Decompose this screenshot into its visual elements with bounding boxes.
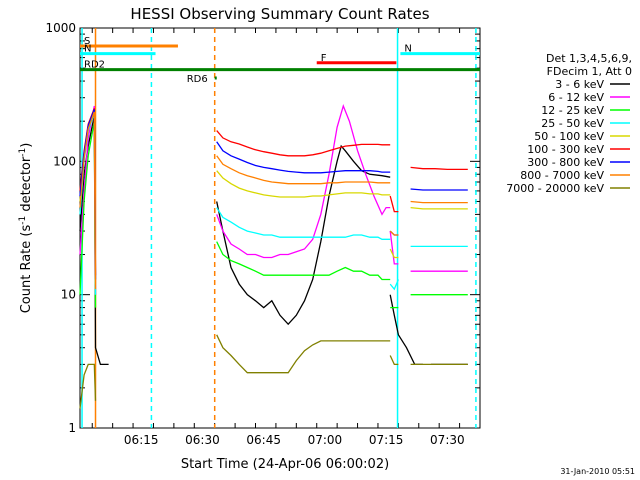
timestamp: 31-Jan-2010 05:51: [560, 467, 635, 476]
y-label-sup2: -1: [18, 148, 28, 157]
y-tick-label: 100: [53, 154, 76, 168]
x-tick-label: 07:30: [430, 433, 465, 447]
legend-label: 800 - 7000 keV: [520, 169, 604, 182]
x-tick-label: 06:15: [124, 433, 159, 447]
legend-label: 300 - 800 keV: [527, 156, 604, 169]
legend-label: 12 - 25 keV: [541, 104, 604, 117]
x-tick-label: 06:30: [185, 433, 220, 447]
series-line: [216, 141, 391, 174]
series-line: [216, 130, 391, 157]
attenuator-lines: [81, 28, 477, 428]
series-line: [389, 279, 399, 291]
series-line: [216, 207, 391, 240]
series-line: [389, 248, 399, 259]
legend-label: 3 - 6 keV: [555, 78, 604, 91]
series-line: [216, 104, 391, 259]
x-tick-labels: 06:15 06:30 06:45 07:00 07:15 07:30: [124, 433, 465, 447]
y-label-part1: Count Rate (s: [19, 225, 34, 314]
y-tick-labels: 1 10 100 1000: [45, 21, 76, 435]
legend-entry: 100 - 300 keV: [527, 143, 630, 156]
flag-label: S: [84, 36, 90, 47]
legend-entry: 300 - 800 keV: [527, 156, 630, 169]
x-tick-label: 07:00: [308, 433, 343, 447]
y-tick-label: 10: [61, 288, 76, 302]
x-tick-label: 07:15: [369, 433, 404, 447]
legend-entry: 12 - 25 keV: [541, 104, 630, 117]
flag-label: N: [404, 44, 411, 55]
series-line: [389, 231, 399, 265]
series-line: [389, 195, 399, 213]
series-line: [389, 230, 399, 236]
series-line: [410, 188, 468, 191]
legend-label: 25 - 50 keV: [541, 117, 604, 130]
legend-entry: 6 - 12 keV: [548, 91, 630, 104]
series-line: [216, 170, 391, 198]
legend-entry: 25 - 50 keV: [541, 117, 630, 130]
legend-label: 7000 - 20000 keV: [506, 182, 604, 195]
legend-entry: 50 - 100 keV: [534, 130, 630, 143]
axis-ticks: [80, 28, 480, 429]
series-line: [79, 363, 97, 409]
legend-header: FDecim 1, Att 0: [547, 65, 632, 78]
series-line: [389, 294, 423, 366]
legend-entry: 7000 - 20000 keV: [506, 182, 630, 195]
series-lines: [79, 104, 468, 409]
y-tick-label: 1: [68, 421, 76, 435]
series-line: [410, 166, 468, 171]
svg-text:Count Rate (s-1 detector-1): Count Rate (s-1 detector-1): [18, 143, 34, 314]
legend: Det 1,3,4,5,6,9,FDecim 1, Att 03 - 6 keV…: [506, 52, 632, 195]
y-tick-label: 1000: [45, 21, 76, 35]
series-line: [410, 206, 468, 210]
y-axis-label: Count Rate (s-1 detector-1): [18, 143, 34, 314]
x-tick-label: 06:45: [246, 433, 281, 447]
y-label-sup1: -1: [18, 216, 28, 225]
x-axis-label: Start Time (24-Apr-06 06:00:02): [181, 457, 389, 472]
flag-label: RD2: [84, 60, 105, 71]
legend-entry: 3 - 6 keV: [555, 78, 630, 91]
legend-label: 6 - 12 keV: [548, 91, 604, 104]
series-line: [216, 144, 391, 326]
series-line: [216, 334, 391, 374]
series-line: [216, 155, 391, 185]
series-line: [389, 355, 399, 366]
y-label-part2: detector: [19, 156, 34, 216]
flag-label: F: [321, 53, 327, 64]
legend-header: Det 1,3,4,5,6,9,: [546, 52, 632, 65]
series-line: [410, 200, 468, 204]
legend-label: 100 - 300 keV: [527, 143, 604, 156]
flag-label: RD6: [187, 74, 208, 85]
chart-title: HESSI Observing Summary Count Rates: [130, 5, 429, 23]
plot-frame: [79, 27, 481, 429]
legend-label: 50 - 100 keV: [534, 130, 604, 143]
y-label-part3: ): [19, 143, 34, 148]
series-line: [216, 241, 391, 281]
flag-label: N: [84, 44, 91, 55]
legend-entry: 800 - 7000 keV: [520, 169, 630, 182]
series-line: [79, 111, 97, 290]
